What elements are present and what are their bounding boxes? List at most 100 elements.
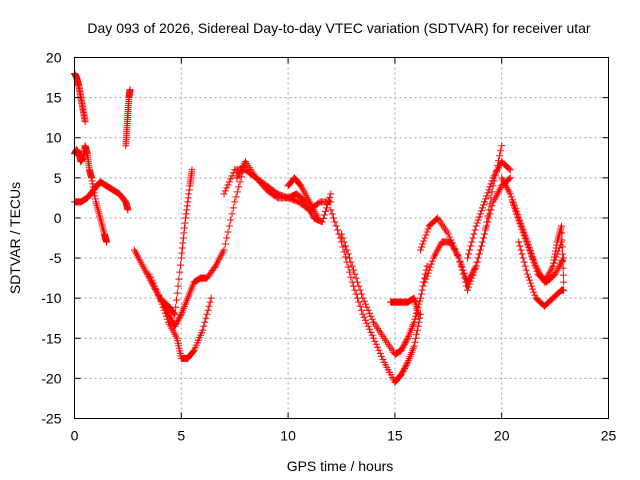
data-point — [172, 319, 180, 327]
data-point — [228, 210, 236, 218]
data-point — [176, 268, 184, 276]
data-point — [464, 254, 472, 262]
data-point — [427, 260, 435, 268]
data-point — [185, 190, 193, 198]
data-point — [228, 172, 236, 180]
data-point — [419, 282, 427, 290]
data-point — [355, 298, 363, 306]
data-point — [530, 258, 538, 266]
data-point — [236, 178, 244, 186]
x-tick-label: 15 — [387, 428, 403, 444]
data-point — [205, 302, 213, 310]
data-point — [457, 262, 465, 270]
y-tick-label: -25 — [41, 411, 61, 427]
data-point — [419, 240, 427, 248]
data-point — [522, 266, 530, 274]
data-point — [474, 254, 482, 262]
x-tick-label: 20 — [494, 428, 510, 444]
data-point — [358, 306, 366, 314]
data-point — [549, 262, 557, 270]
data-point — [529, 285, 537, 293]
data-point — [468, 274, 476, 282]
data-point — [340, 238, 348, 246]
data-point — [331, 218, 339, 226]
data-point — [346, 254, 354, 262]
data-point — [559, 271, 567, 279]
data-point — [204, 306, 212, 314]
data-point — [371, 337, 379, 345]
data-point — [559, 264, 567, 272]
data-point — [166, 313, 174, 321]
data-point — [511, 204, 519, 212]
x-tick-label: 5 — [177, 428, 185, 444]
data-point — [472, 222, 480, 230]
data-point — [467, 242, 475, 250]
series-track-o-late-2 — [421, 174, 514, 294]
data-point — [325, 197, 333, 205]
data-point — [509, 201, 517, 209]
data-point — [176, 312, 184, 320]
data-point — [397, 346, 405, 354]
data-point — [475, 250, 483, 258]
y-tick-label: -5 — [49, 250, 62, 266]
data-point — [362, 316, 370, 324]
data-point — [418, 243, 426, 251]
x-tick-label: 10 — [280, 428, 296, 444]
data-point — [530, 288, 538, 296]
data-point — [523, 270, 531, 278]
data-point — [481, 198, 489, 206]
data-point — [482, 226, 490, 234]
data-point — [172, 321, 180, 329]
data-point — [487, 180, 495, 188]
data-point — [327, 206, 335, 214]
data-point — [399, 367, 407, 375]
data-point — [221, 240, 229, 248]
data-point — [360, 313, 368, 321]
data-point — [207, 294, 215, 302]
data-point — [319, 214, 327, 222]
data-point — [558, 243, 566, 251]
data-point — [355, 282, 363, 290]
data-point — [473, 258, 481, 266]
data-point — [417, 294, 425, 302]
y-tick-label: -15 — [41, 330, 61, 346]
data-point — [224, 228, 232, 236]
data-point — [558, 236, 566, 244]
data-point — [343, 246, 351, 254]
plot-frame — [74, 57, 609, 419]
data-point — [421, 234, 429, 242]
data-point — [484, 218, 492, 226]
data-point — [229, 204, 237, 212]
data-point — [424, 225, 432, 233]
data-point — [363, 319, 371, 327]
data-point — [168, 316, 176, 324]
data-point — [402, 337, 410, 345]
data-point — [360, 297, 368, 305]
data-point — [174, 282, 182, 290]
data-point — [368, 315, 376, 323]
data-point — [505, 175, 513, 183]
data-point — [91, 195, 99, 203]
data-point — [323, 204, 331, 212]
x-tick-label: 25 — [601, 428, 617, 444]
data-point — [356, 302, 364, 310]
data-point — [486, 183, 494, 191]
data-point — [551, 253, 559, 261]
data-point — [177, 254, 185, 262]
data-point — [423, 228, 431, 236]
series-track-d-spike — [122, 86, 134, 150]
data-point — [459, 270, 467, 278]
data-point — [469, 234, 477, 242]
data-point — [91, 192, 99, 200]
data-point — [175, 315, 183, 323]
data-point — [182, 210, 190, 218]
data-point — [318, 218, 326, 226]
data-point — [220, 190, 228, 198]
data-point — [176, 261, 184, 269]
series-track-i-mid-2 — [233, 158, 335, 226]
data-point — [203, 310, 211, 318]
data-point — [400, 342, 408, 350]
data-point — [151, 282, 159, 290]
data-point — [469, 271, 477, 279]
